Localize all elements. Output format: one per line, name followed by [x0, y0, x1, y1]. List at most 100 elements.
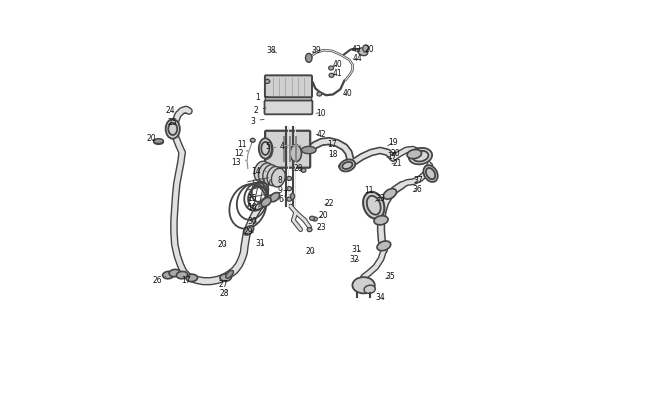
Text: 10: 10 [316, 109, 326, 118]
Text: 14: 14 [251, 166, 266, 175]
Text: 44: 44 [352, 54, 362, 63]
Ellipse shape [309, 217, 315, 221]
Text: 25: 25 [168, 118, 177, 127]
Ellipse shape [153, 139, 163, 144]
Text: 26: 26 [153, 275, 166, 284]
Ellipse shape [270, 193, 280, 202]
Text: 20: 20 [306, 247, 316, 256]
Text: 17: 17 [328, 139, 337, 148]
Ellipse shape [374, 216, 388, 225]
Text: 42: 42 [316, 130, 326, 139]
FancyBboxPatch shape [265, 90, 311, 105]
Text: 8: 8 [277, 176, 285, 185]
Text: 23: 23 [317, 222, 326, 231]
Ellipse shape [265, 80, 270, 84]
Text: 4: 4 [280, 142, 288, 151]
FancyBboxPatch shape [265, 101, 313, 115]
Text: 17: 17 [181, 275, 191, 284]
Text: 31: 31 [352, 245, 361, 254]
Ellipse shape [244, 226, 254, 235]
Text: 6: 6 [279, 195, 284, 204]
Text: 20: 20 [365, 45, 374, 54]
Ellipse shape [313, 217, 317, 222]
FancyBboxPatch shape [265, 131, 310, 168]
Text: 28: 28 [220, 288, 229, 297]
Ellipse shape [364, 286, 375, 294]
Text: 17: 17 [387, 151, 396, 160]
Ellipse shape [409, 149, 432, 165]
Ellipse shape [220, 274, 231, 281]
Ellipse shape [352, 277, 375, 294]
Text: 15: 15 [247, 194, 262, 203]
Text: 20: 20 [318, 211, 328, 220]
Text: 7: 7 [282, 189, 291, 198]
Text: 30: 30 [248, 216, 257, 225]
Text: 11: 11 [364, 186, 374, 195]
Ellipse shape [290, 145, 302, 162]
Ellipse shape [302, 147, 316, 154]
Text: 40: 40 [343, 89, 352, 98]
Ellipse shape [261, 198, 271, 207]
Text: 22: 22 [324, 198, 334, 207]
FancyBboxPatch shape [265, 76, 312, 98]
Text: 34: 34 [376, 292, 385, 301]
Ellipse shape [226, 271, 233, 278]
Text: 18: 18 [328, 149, 338, 158]
Text: 19: 19 [387, 138, 398, 147]
Ellipse shape [259, 164, 274, 184]
Text: 33: 33 [375, 194, 385, 203]
Ellipse shape [306, 54, 312, 63]
Ellipse shape [261, 140, 272, 160]
Ellipse shape [254, 162, 270, 183]
Ellipse shape [259, 139, 272, 159]
Text: 36: 36 [413, 185, 422, 194]
Ellipse shape [329, 67, 333, 71]
Text: 37: 37 [413, 176, 423, 185]
Text: 24: 24 [165, 106, 175, 115]
Ellipse shape [301, 169, 306, 173]
Text: 11: 11 [237, 139, 252, 148]
Text: 3: 3 [250, 117, 264, 126]
Text: 28: 28 [294, 164, 304, 173]
Text: 35: 35 [385, 272, 395, 281]
Ellipse shape [166, 120, 180, 139]
Text: 20: 20 [391, 149, 400, 158]
Text: 43: 43 [352, 45, 361, 54]
Text: 31: 31 [255, 239, 265, 247]
Text: 1: 1 [255, 93, 268, 102]
Text: 2: 2 [254, 106, 266, 115]
Ellipse shape [291, 194, 294, 200]
Ellipse shape [358, 49, 368, 56]
Ellipse shape [186, 275, 198, 282]
Text: 20: 20 [147, 134, 157, 143]
Ellipse shape [377, 241, 391, 251]
Text: 39: 39 [311, 46, 321, 55]
Ellipse shape [287, 198, 292, 202]
Ellipse shape [272, 169, 285, 188]
Ellipse shape [317, 93, 322, 97]
Ellipse shape [329, 74, 334, 78]
Ellipse shape [287, 187, 292, 191]
Text: 16: 16 [247, 203, 261, 212]
Ellipse shape [423, 166, 437, 183]
Ellipse shape [307, 228, 312, 232]
Ellipse shape [250, 139, 255, 143]
Ellipse shape [162, 272, 174, 279]
Text: 5: 5 [265, 142, 276, 151]
Ellipse shape [169, 270, 181, 277]
Ellipse shape [263, 165, 278, 185]
Ellipse shape [363, 46, 369, 53]
Ellipse shape [153, 140, 163, 145]
Text: 13: 13 [231, 158, 246, 166]
Text: 32: 32 [350, 254, 359, 263]
Text: 29: 29 [244, 226, 254, 235]
Text: 21: 21 [392, 158, 402, 167]
Ellipse shape [267, 167, 281, 186]
Text: 27: 27 [218, 279, 228, 288]
Text: 40: 40 [332, 60, 342, 69]
Text: 38: 38 [266, 46, 276, 55]
Ellipse shape [339, 163, 354, 171]
Ellipse shape [407, 150, 422, 159]
Ellipse shape [287, 177, 292, 181]
Text: 20: 20 [218, 239, 227, 248]
